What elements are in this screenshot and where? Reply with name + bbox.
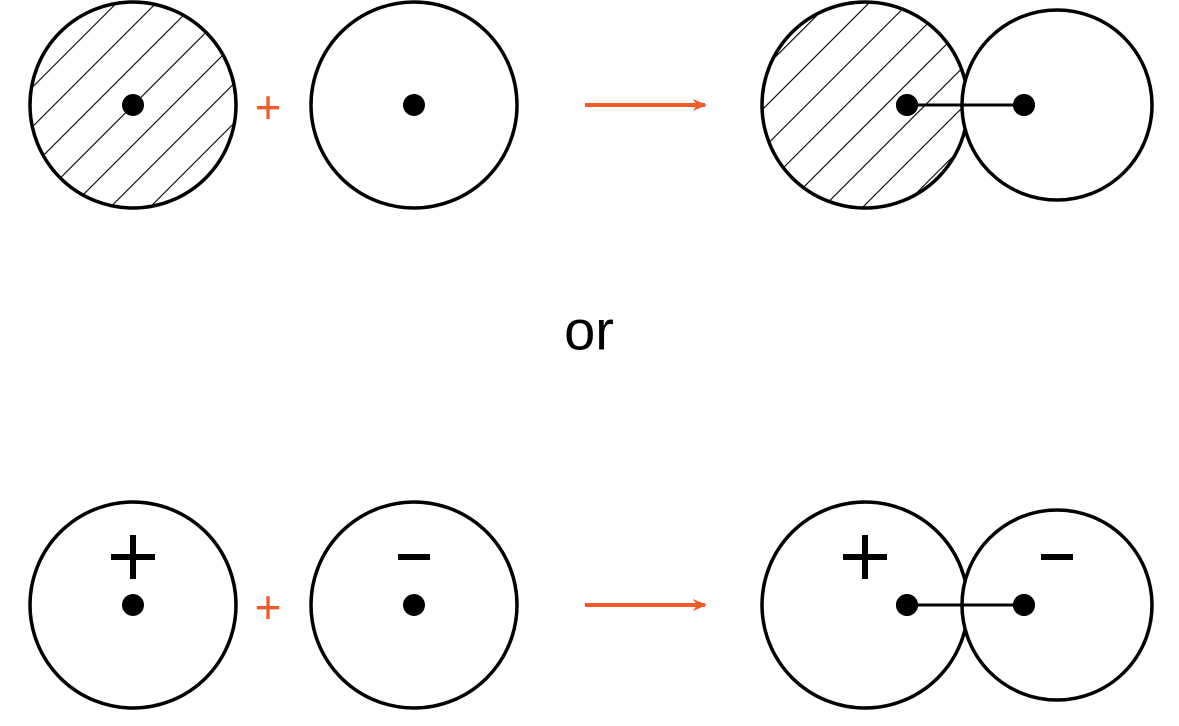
row1-plus-op: + <box>255 80 282 134</box>
center-dot <box>403 94 425 116</box>
or-label: or <box>564 298 614 363</box>
row2-right-atom <box>311 502 517 708</box>
row1-right-atom <box>311 2 517 208</box>
center-dot <box>122 94 144 116</box>
row2-left-atom <box>30 502 236 708</box>
row2-plus-op: + <box>255 580 282 634</box>
center-dot <box>403 594 425 616</box>
diagram-canvas <box>0 0 1179 726</box>
row1-left-atom <box>30 2 236 208</box>
center-dot <box>122 594 144 616</box>
